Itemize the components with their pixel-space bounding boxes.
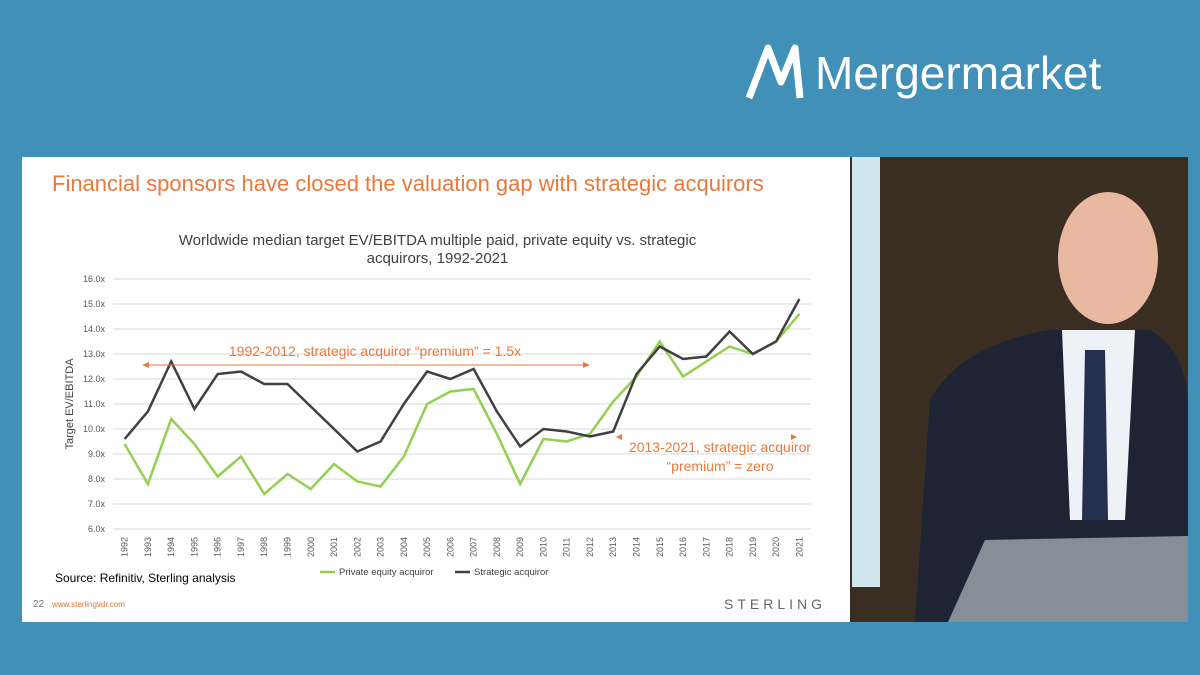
y-tick-label: 10.0x (83, 424, 106, 434)
y-tick-label: 9.0x (88, 449, 106, 459)
arrowhead (583, 362, 590, 368)
slide (22, 157, 850, 622)
x-tick-label: 2004 (399, 537, 409, 557)
x-tick-label: 2014 (632, 537, 642, 557)
x-tick-label: 2005 (422, 537, 432, 557)
x-tick-label: 1994 (166, 537, 176, 557)
x-tick-label: 2017 (701, 537, 711, 557)
annotation: 1992-2012, strategic acquiror “premium” … (228, 343, 522, 359)
chart: 6.0x 7.0x 8.0x 9.0x 10.0x 11.0x 12.0x 13.0x 14.0… (64, 274, 811, 578)
arrowhead (791, 434, 797, 440)
x-tick-label: 2010 (538, 537, 548, 557)
y-tick-label: 6.0x (88, 524, 106, 534)
x-tick-label: 1995 (189, 537, 199, 557)
y-tick-label: 13.0x (83, 349, 106, 359)
line (123, 298, 801, 453)
x-tick-label: 2007 (469, 537, 479, 557)
window (852, 157, 880, 587)
arrowhead (616, 434, 622, 440)
legend-label: Private equity acquiror (339, 567, 434, 578)
y-tick-label: 8.0x (88, 474, 106, 484)
lectern (948, 536, 1188, 622)
x-tick-label: 1997 (236, 537, 246, 557)
x-tick-label: 2000 (306, 537, 316, 557)
speaker-head (1058, 192, 1158, 324)
slide-title: Financial sponsors have closed the valua… (52, 171, 764, 196)
y-tick-label: 15.0x (83, 299, 106, 309)
x-tick-label: 1999 (283, 537, 293, 557)
x-tick-label: 2002 (352, 537, 362, 557)
x-tick-label: 2013 (608, 537, 618, 557)
x-tick-label: 2020 (771, 537, 781, 557)
url: www.sterlingvdr.com (52, 600, 125, 609)
chart-title: Worldwide median target EV/EBITDA multip… (178, 232, 697, 267)
x-tick-label: 2003 (376, 537, 386, 557)
y-axis-label: Target EV/EBITDA (64, 358, 76, 450)
footer-brand: STERLING (724, 596, 827, 612)
x-tick-label: 2011 (562, 538, 572, 557)
x-tick-label: 2021 (794, 537, 804, 557)
legend-label: Strategic acquiror (474, 567, 548, 578)
x-tick-label: 2008 (492, 537, 502, 557)
x-tick-label: 2012 (585, 537, 595, 557)
brand: Mergermarket (815, 47, 1102, 99)
x-tick-label: 1992 (120, 537, 130, 557)
x-tick-label: 2009 (515, 537, 525, 557)
line (123, 313, 801, 496)
x-tick-label: 2016 (678, 537, 688, 557)
y-tick-label: 7.0x (88, 499, 106, 509)
x-tick-label: 2006 (445, 537, 455, 557)
x-tick-label: 2019 (748, 537, 758, 557)
source: Source: Refinitiv, Sterling analysis (55, 571, 236, 585)
y-tick-label: 14.0x (83, 324, 106, 334)
logo-icon (745, 44, 804, 100)
x-tick-label: 2018 (725, 537, 735, 557)
x-tick-label: 2015 (655, 537, 665, 557)
arrowhead (142, 362, 149, 368)
x-tick-label: 1993 (143, 537, 153, 557)
x-tick-label: 1996 (213, 537, 223, 557)
y-tick-label: 16.0x (83, 274, 106, 284)
tie (1082, 350, 1108, 520)
y-tick-label: 11.0x (84, 399, 106, 409)
x-tick-label: 2001 (329, 537, 339, 557)
annotation: 2013-2021, strategic acquiror “premium” … (628, 439, 812, 474)
x-tick-label: 1998 (259, 537, 269, 557)
y-tick-label: 12.0x (83, 374, 106, 384)
page-number: 22 (33, 599, 45, 610)
